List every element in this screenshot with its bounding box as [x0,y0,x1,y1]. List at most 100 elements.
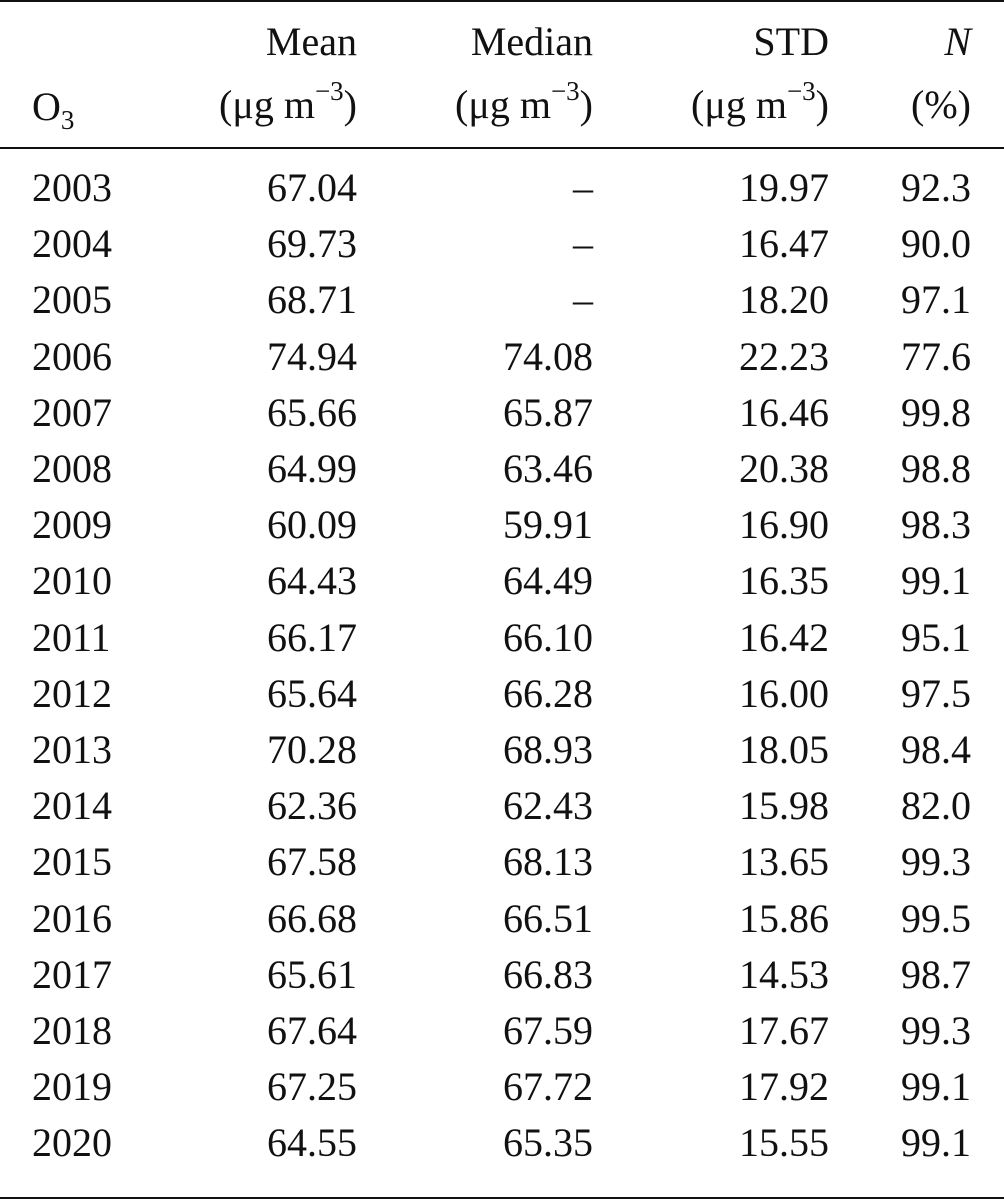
value-cell: 66.83 [503,951,593,997]
value-cell: 64.99 [267,446,357,491]
value-cell: 67.59 [503,1008,593,1053]
subscript: 3 [60,105,75,135]
column-unit: (%) [911,77,971,133]
column-unit: (μg m−3) [455,77,593,133]
column-label: Mean [265,19,357,64]
value-cell: 19.97 [739,165,829,210]
unit-exponent: −3 [314,75,344,106]
value-cell: 18.20 [739,277,829,323]
value-cell: 22.23 [739,333,829,379]
value-cell: 65.64 [267,670,357,716]
value-cell: 99.1 [901,1064,971,1110]
top-rule [0,0,1004,2]
value-cell: 15.86 [739,895,829,941]
value-cell: 64.49 [503,558,593,604]
value-cell: 67.72 [503,1064,593,1110]
value-cell: 65.87 [503,389,593,435]
value-cell: 67.64 [267,1008,357,1053]
value-cell: 66.51 [503,895,593,941]
value-cell: 62.43 [503,783,593,829]
value-cell: 65.35 [503,1120,593,1166]
column-unit: (μg m−3) [691,77,829,133]
year-cell: 2015 [32,839,112,885]
year-cell: 2008 [32,446,112,491]
value-cell: 66.68 [267,895,357,941]
value-cell: 16.90 [739,502,829,548]
year-cell: 2018 [32,1008,112,1053]
column-unit: (μg m−3) [219,77,357,133]
year-cell: 2013 [32,727,112,772]
year-cell: 2006 [32,333,112,379]
year-cell: 2010 [32,558,112,604]
value-cell: 66.28 [503,670,593,716]
value-cell: 99.8 [901,389,971,435]
year-cell: 2012 [32,670,112,716]
column-label: N [944,19,971,64]
year-cell: 2004 [32,221,112,267]
year-cell: 2019 [32,1064,112,1110]
value-cell: 68.71 [267,277,357,323]
value-cell: 65.61 [267,951,357,997]
value-cell: 70.28 [267,727,357,772]
unit-text: (μg m [455,82,551,127]
value-cell: 18.05 [739,727,829,772]
value-cell: 99.5 [901,895,971,941]
value-cell: 90.0 [901,221,971,267]
value-cell: 65.66 [267,389,357,435]
value-cell: 17.92 [739,1064,829,1110]
value-cell: 60.09 [267,502,357,548]
value-cell: 99.3 [901,1008,971,1053]
value-cell: 62.36 [267,783,357,829]
value-cell: 16.47 [739,221,829,267]
bottom-rule [0,1197,1004,1199]
unit-text: (%) [911,82,971,127]
value-cell: 74.08 [503,333,593,379]
value-cell: – [573,221,593,267]
value-cell: 64.43 [267,558,357,604]
value-cell: 98.7 [901,951,971,997]
value-cell: 97.1 [901,277,971,323]
year-cell: 2014 [32,783,112,829]
value-cell: 95.1 [901,614,971,660]
value-cell: 63.46 [503,446,593,491]
unit-close: ) [343,82,357,127]
unit-text: (μg m [691,82,787,127]
column-label: STD [753,19,829,64]
value-cell: 16.42 [739,614,829,660]
unit-exponent: −3 [786,75,816,106]
year-cell: 2009 [32,502,112,548]
value-cell: 67.25 [267,1064,357,1110]
first-header: O3 [32,79,74,135]
year-cell: 2003 [32,165,112,210]
unit-exponent: −3 [550,75,580,106]
value-cell: 67.58 [267,839,357,885]
value-cell: 59.91 [503,502,593,548]
value-cell: 98.3 [901,502,971,548]
value-cell: – [573,277,593,323]
column-label: Median [470,19,593,64]
unit-close: ) [815,82,829,127]
value-cell: 66.10 [503,614,593,660]
year-cell: 2007 [32,389,112,435]
year-cell: 2017 [32,951,112,997]
value-cell: 66.17 [267,614,357,660]
year-cell: 2011 [32,614,111,660]
header-rule [0,147,1004,149]
value-cell: 99.1 [901,558,971,604]
value-cell: 82.0 [901,783,971,829]
value-cell: 16.46 [739,389,829,435]
value-cell: 77.6 [901,333,971,379]
value-cell: 15.98 [739,783,829,829]
unit-close: ) [579,82,593,127]
value-cell: 17.67 [739,1008,829,1053]
value-cell: 15.55 [739,1120,829,1166]
value-cell: 97.5 [901,670,971,716]
value-cell: 64.55 [267,1120,357,1166]
value-cell: 99.3 [901,839,971,885]
value-cell: 16.35 [739,558,829,604]
value-cell: 99.1 [901,1120,971,1166]
year-cell: 2016 [32,895,112,941]
unit-text: (μg m [219,82,315,127]
year-cell: 2005 [32,277,112,323]
